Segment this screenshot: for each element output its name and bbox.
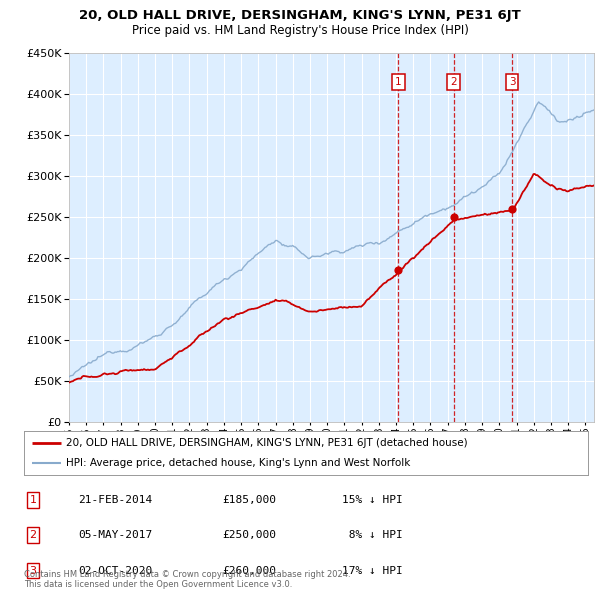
Text: 3: 3 [509,77,515,87]
Text: 15% ↓ HPI: 15% ↓ HPI [342,495,403,504]
Text: 1: 1 [29,495,37,504]
Text: 05-MAY-2017: 05-MAY-2017 [78,530,152,540]
Text: 17% ↓ HPI: 17% ↓ HPI [342,566,403,575]
Text: £250,000: £250,000 [222,530,276,540]
Text: 20, OLD HALL DRIVE, DERSINGHAM, KING'S LYNN, PE31 6JT: 20, OLD HALL DRIVE, DERSINGHAM, KING'S L… [79,9,521,22]
Text: 2: 2 [451,77,457,87]
Point [394,266,403,275]
Text: 20, OLD HALL DRIVE, DERSINGHAM, KING'S LYNN, PE31 6JT (detached house): 20, OLD HALL DRIVE, DERSINGHAM, KING'S L… [66,438,468,448]
Text: 3: 3 [29,566,37,575]
Text: £185,000: £185,000 [222,495,276,504]
Point [449,212,458,222]
Text: 02-OCT-2020: 02-OCT-2020 [78,566,152,575]
Text: 8% ↓ HPI: 8% ↓ HPI [342,530,403,540]
Text: 21-FEB-2014: 21-FEB-2014 [78,495,152,504]
Text: £260,000: £260,000 [222,566,276,575]
Text: Contains HM Land Registry data © Crown copyright and database right 2024.
This d: Contains HM Land Registry data © Crown c… [24,570,350,589]
Text: Price paid vs. HM Land Registry's House Price Index (HPI): Price paid vs. HM Land Registry's House … [131,24,469,37]
Text: 2: 2 [29,530,37,540]
Text: HPI: Average price, detached house, King's Lynn and West Norfolk: HPI: Average price, detached house, King… [66,458,410,468]
Point [508,204,517,214]
Text: 1: 1 [395,77,401,87]
